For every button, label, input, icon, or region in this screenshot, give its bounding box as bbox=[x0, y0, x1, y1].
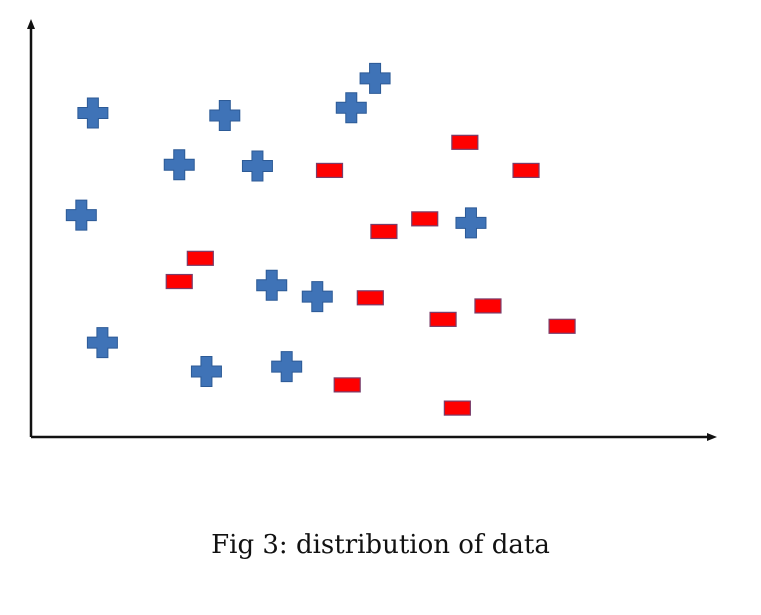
plus-marker bbox=[77, 97, 109, 129]
plus-marker bbox=[256, 269, 288, 301]
plus-marker bbox=[190, 355, 222, 387]
dash-marker bbox=[548, 318, 576, 334]
plus-marker bbox=[301, 281, 333, 313]
scatter-plot bbox=[27, 19, 717, 441]
plus-marker bbox=[86, 327, 118, 359]
dash-marker bbox=[474, 298, 502, 314]
dash-marker bbox=[186, 250, 214, 266]
plus-marker bbox=[271, 351, 303, 383]
dash-marker bbox=[356, 290, 384, 306]
dash-marker bbox=[315, 162, 344, 179]
dash-marker bbox=[443, 400, 471, 416]
plus-marker bbox=[455, 207, 487, 239]
plus-marker bbox=[335, 92, 367, 124]
data-points bbox=[65, 62, 576, 416]
dash-marker bbox=[165, 273, 193, 290]
plus-marker bbox=[359, 62, 391, 94]
plus-marker bbox=[65, 199, 97, 231]
plus-marker bbox=[209, 99, 241, 131]
dash-marker bbox=[429, 311, 457, 327]
plus-marker bbox=[241, 150, 273, 182]
figure-caption: Fig 3: distribution of data bbox=[211, 530, 550, 560]
plus-marker bbox=[163, 149, 195, 181]
dash-marker bbox=[333, 377, 361, 393]
dash-marker bbox=[451, 134, 479, 150]
dash-marker bbox=[411, 211, 439, 227]
dash-marker bbox=[370, 223, 398, 240]
dash-marker bbox=[512, 162, 540, 179]
